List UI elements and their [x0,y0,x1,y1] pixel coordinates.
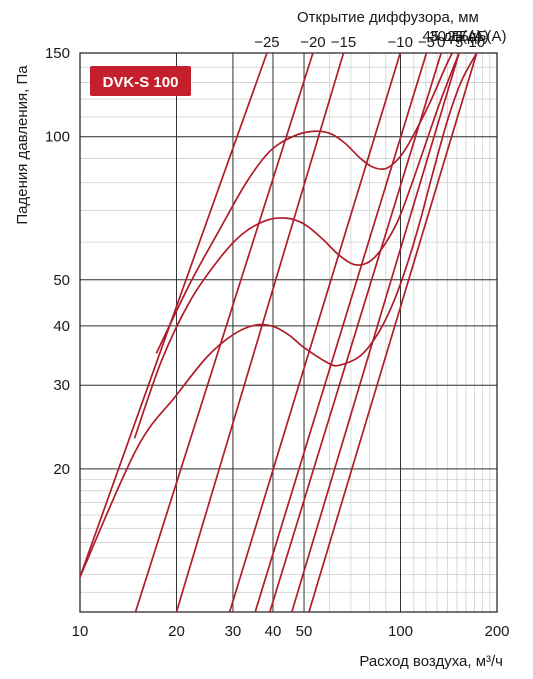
curves-layer [79,52,478,613]
x-tick-label: 30 [225,623,242,640]
x-axis-title: Расход воздуха, м³/ч [359,653,503,670]
noise-curve-label: 45 дБ(А) [423,28,482,45]
top-tick-label: −20 [300,34,325,51]
y-tick-label: 30 [53,377,70,394]
x-tick-label: 20 [168,623,185,640]
plot-frame [79,52,498,613]
y-tick-labels: 20 30 40 50 100 150 [45,45,70,478]
top-tick-label: 5 [455,34,463,51]
top-tick-label: −5 [418,34,435,51]
noise-curve [155,52,454,354]
y-tick-label: 150 [45,45,70,62]
noise-curve [133,52,460,439]
x-tick-label: 10 [72,623,89,640]
x-tick-label: 50 [296,623,313,640]
y-tick-label: 50 [53,272,70,289]
opening-line [79,52,268,578]
minor-grid [80,53,497,612]
x-tick-label: 200 [484,623,509,640]
opening-line [228,52,402,613]
y-tick-label: 20 [53,461,70,478]
opening-line [308,52,478,613]
noise-curve-label: 25 дБ(А) [447,28,506,45]
x-tick-labels: 10 20 30 40 50 100 200 [72,623,510,640]
y-tick-label: 100 [45,129,70,146]
top-tick-label: 10 [468,34,485,51]
curve-labels: 25 дБ(А)30 дБ(А)45 дБ(А) [423,28,507,45]
top-tick-label: −25 [254,34,279,51]
noise-curve-label: 30 дБ(А) [429,28,488,45]
model-badge-label: DVK-S 100 [103,74,179,91]
y-axis-title: Падения давления, Па [14,65,31,225]
noise-curve [79,52,478,578]
opening-line [254,52,428,613]
top-axis-title: Открытие диффузора, мм [297,9,479,26]
top-tick-labels: −25 −20 −15 −10 −5 0 5 10 [254,34,485,51]
opening-line [134,52,314,613]
top-tick-label: 0 [437,34,445,51]
opening-line [291,52,460,613]
model-badge [90,66,191,96]
x-tick-label: 40 [265,623,282,640]
top-tick-label: −10 [388,34,413,51]
x-tick-label: 100 [388,623,413,640]
opening-line [268,52,442,613]
y-tick-label: 40 [53,318,70,335]
opening-line [175,52,345,613]
top-tick-label: −15 [331,34,356,51]
